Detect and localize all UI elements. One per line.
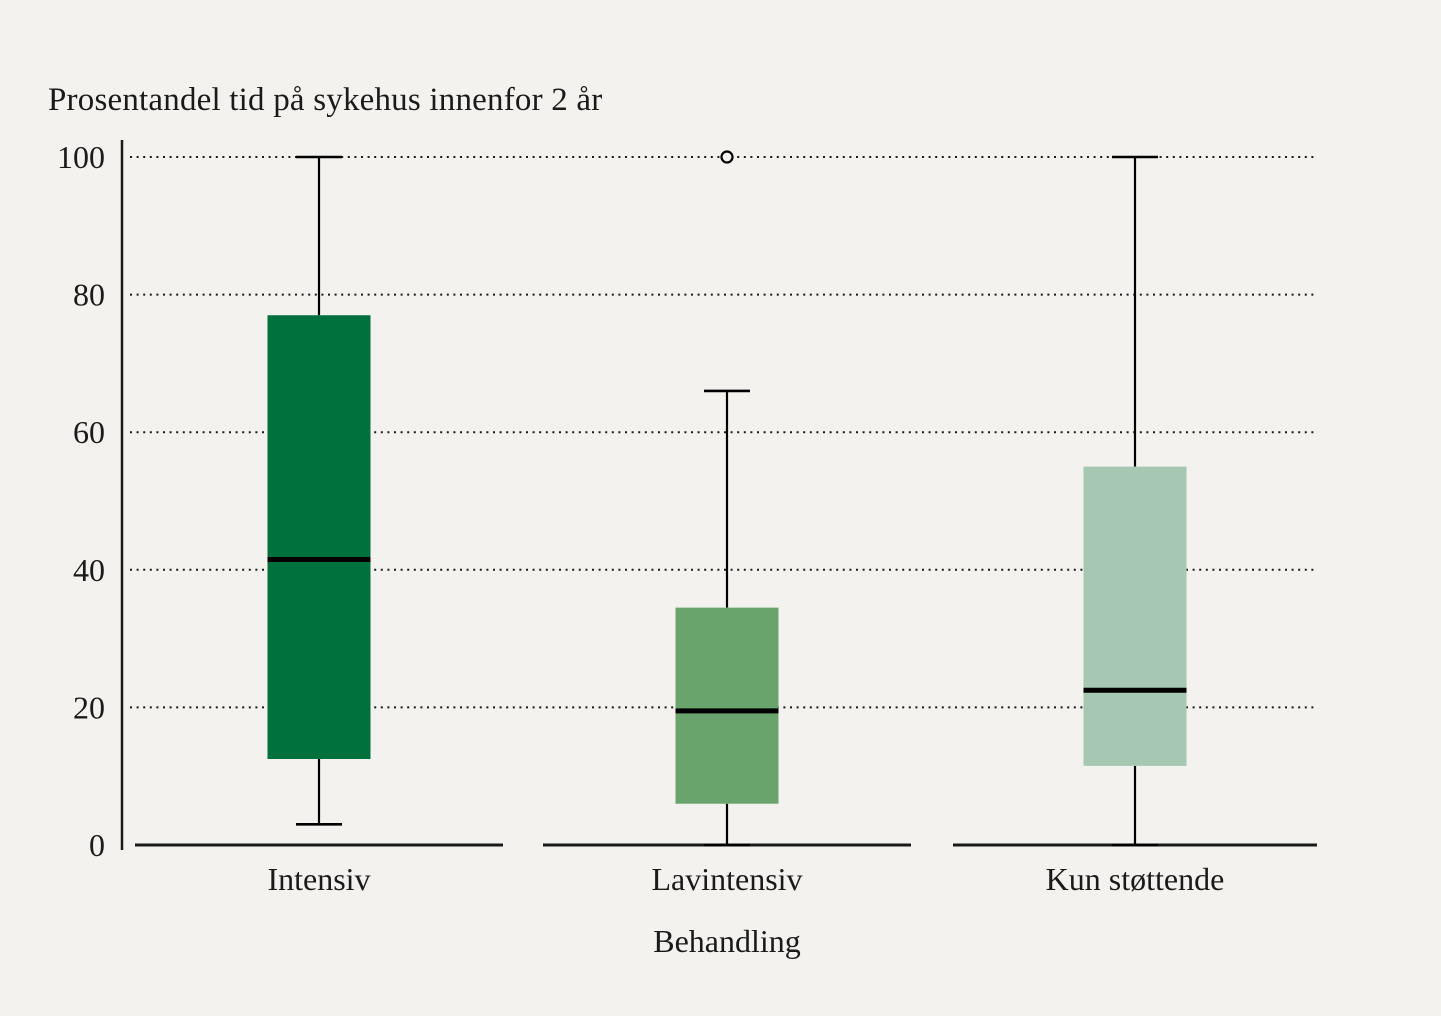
y-tick-label-20: 20: [73, 689, 105, 725]
y-tick-label-100: 100: [57, 139, 105, 175]
x-category-label-1: Lavintensiv: [651, 861, 802, 897]
box-2: [1083, 466, 1187, 766]
x-axis-title: Behandling: [653, 923, 801, 959]
y-tick-label-0: 0: [89, 827, 105, 863]
box-0: [267, 315, 371, 759]
outlier-1-0: [720, 150, 734, 164]
x-category-label-2: Kun støttende: [1046, 861, 1225, 897]
chart-title: Prosentandel tid på sykehus innenfor 2 å…: [48, 82, 603, 118]
x-category-label-0: Intensiv: [267, 861, 370, 897]
y-tick-label-80: 80: [73, 277, 105, 313]
box-1: [675, 607, 779, 804]
y-tick-label-40: 40: [73, 552, 105, 588]
y-tick-label-60: 60: [73, 414, 105, 450]
